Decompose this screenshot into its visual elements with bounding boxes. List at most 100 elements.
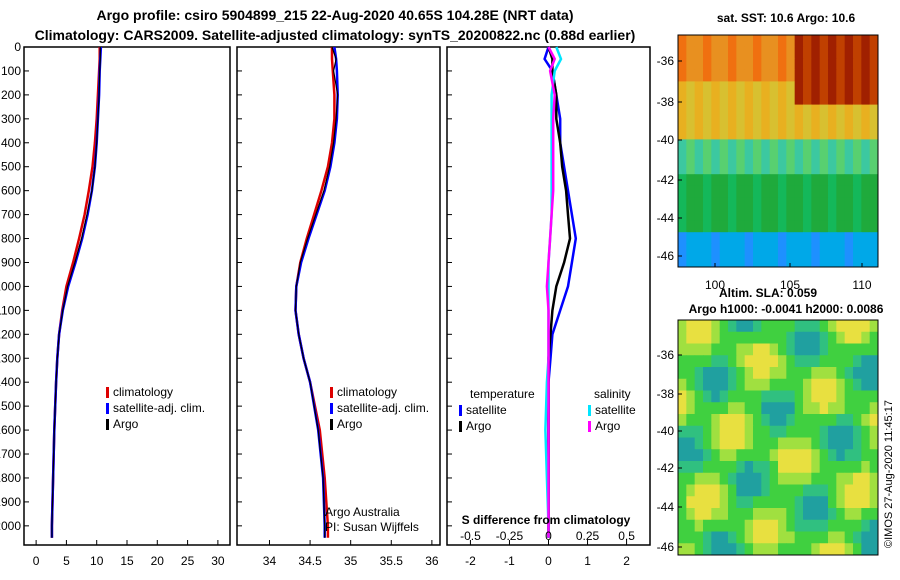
- sst-map-cell: [719, 209, 729, 222]
- sst-map-cell: [753, 220, 762, 233]
- sst-map-cell: [794, 232, 804, 245]
- sla-map-cell: [794, 402, 804, 415]
- sst-map-cell: [694, 255, 704, 268]
- sst-map-cell: [761, 116, 771, 129]
- sst-map-cell: [769, 104, 779, 117]
- sst-map-cell: [728, 255, 737, 268]
- sla-map-cell: [836, 437, 846, 450]
- sst-map-cell: [694, 46, 704, 59]
- sst-map-cell: [794, 58, 804, 71]
- sst-map-cell: [694, 185, 704, 198]
- y-tick-label: 2000: [0, 519, 21, 533]
- sla-map-cell: [744, 425, 754, 438]
- sla-map-cell: [753, 508, 762, 521]
- legend-marker: [588, 405, 591, 416]
- sla-map-cell: [719, 378, 729, 391]
- sla-map-cell: [711, 437, 721, 450]
- sst-map-cell: [761, 104, 771, 117]
- sst-map-cell: [836, 243, 846, 256]
- sla-map-cell: [836, 402, 846, 415]
- sla-map-cell: [686, 461, 696, 474]
- sla-map-cell: [853, 355, 862, 368]
- sla-map-cell: [794, 496, 804, 509]
- sla-lat-label: -46: [657, 540, 675, 554]
- sla-lat-label: -36: [657, 348, 675, 362]
- sst-map-cell: [828, 185, 837, 198]
- sst-map-cell: [844, 116, 854, 129]
- sst-map-cell: [694, 93, 704, 106]
- sla-map-cell: [736, 472, 746, 485]
- sla-map-cell: [769, 390, 779, 403]
- sla-map-cell: [703, 402, 712, 415]
- sst-map-cell: [761, 255, 771, 268]
- sst-map-cell: [728, 220, 737, 233]
- sst-map-cell: [836, 46, 846, 59]
- sla-map-cell: [819, 378, 829, 391]
- sst-map-cell: [853, 232, 862, 245]
- sla-map-cell: [853, 531, 862, 544]
- sla-map-cell: [694, 519, 704, 532]
- sla-map-cell: [686, 414, 696, 427]
- sst-lat-label: -46: [657, 249, 675, 263]
- sla-map-cell: [694, 496, 704, 509]
- legend-label: climatology: [113, 385, 173, 399]
- sst-map-cell: [686, 232, 696, 245]
- sst-map-cell: [853, 151, 862, 164]
- sst-map-cell: [694, 104, 704, 117]
- sla-map-cell: [836, 496, 846, 509]
- sla-map-cell: [853, 414, 862, 427]
- sst-map-cell: [811, 139, 821, 152]
- sst-map-cell: [828, 93, 837, 106]
- sst-map-cell: [844, 93, 854, 106]
- sdiff-axis-title: S difference from climatology: [462, 513, 631, 527]
- sst-map-cell: [794, 127, 804, 140]
- sst-map-cell: [786, 104, 796, 117]
- sla-map-cell: [794, 543, 804, 556]
- sla-map-cell: [761, 343, 771, 356]
- sst-map-cell: [736, 58, 746, 71]
- sst-map-cell: [719, 58, 729, 71]
- sst-map-cell: [794, 35, 804, 48]
- legend-label: climatology: [337, 385, 397, 399]
- sla-map-cell: [803, 367, 812, 380]
- x-tick-label: 35: [344, 554, 358, 568]
- sst-map-cell: [869, 243, 879, 256]
- sla-map-cell: [753, 449, 762, 462]
- sst-map-cell: [736, 185, 746, 198]
- sla-map-cell: [794, 414, 804, 427]
- sla-map-cell: [719, 367, 729, 380]
- sst-map-cell: [728, 174, 737, 187]
- sla-map-cell: [686, 496, 696, 509]
- sla-map-cell: [728, 508, 737, 521]
- sla-map-cell: [769, 355, 779, 368]
- sla-map-cell: [719, 472, 729, 485]
- sla-map-cell: [819, 508, 829, 521]
- sst-map-cell: [819, 232, 829, 245]
- y-tick-label: 0: [14, 40, 21, 54]
- sla-map-cell: [778, 449, 787, 462]
- sst-map-cell: [711, 197, 721, 210]
- sla-map-cell: [678, 508, 687, 521]
- panel-frame-1: [23, 46, 231, 546]
- sla-map-cell: [761, 472, 771, 485]
- sla-map-cell: [828, 402, 837, 415]
- sst-map-cell: [869, 255, 879, 268]
- sla-map-cell: [694, 414, 704, 427]
- sla-map-cell: [828, 496, 837, 509]
- sla-map-cell: [861, 437, 871, 450]
- sla-map-cell: [811, 508, 821, 521]
- sla-map-cell: [861, 543, 871, 556]
- sla-map-cell: [861, 449, 871, 462]
- sst-map-cell: [811, 243, 821, 256]
- sla-map-cell: [861, 425, 871, 438]
- sst-map-cell: [736, 151, 746, 164]
- title-line-2: Climatology: CARS2009. Satellite-adjuste…: [34, 27, 636, 43]
- sla-map-cell: [694, 402, 704, 415]
- sst-map-cell: [861, 174, 871, 187]
- sst-map-cell: [869, 46, 879, 59]
- sla-map-cell: [853, 367, 862, 380]
- sla-map-cell: [678, 367, 687, 380]
- sla-map-cell: [703, 425, 712, 438]
- sla-map-cell: [844, 367, 854, 380]
- sst-map-cell: [719, 174, 729, 187]
